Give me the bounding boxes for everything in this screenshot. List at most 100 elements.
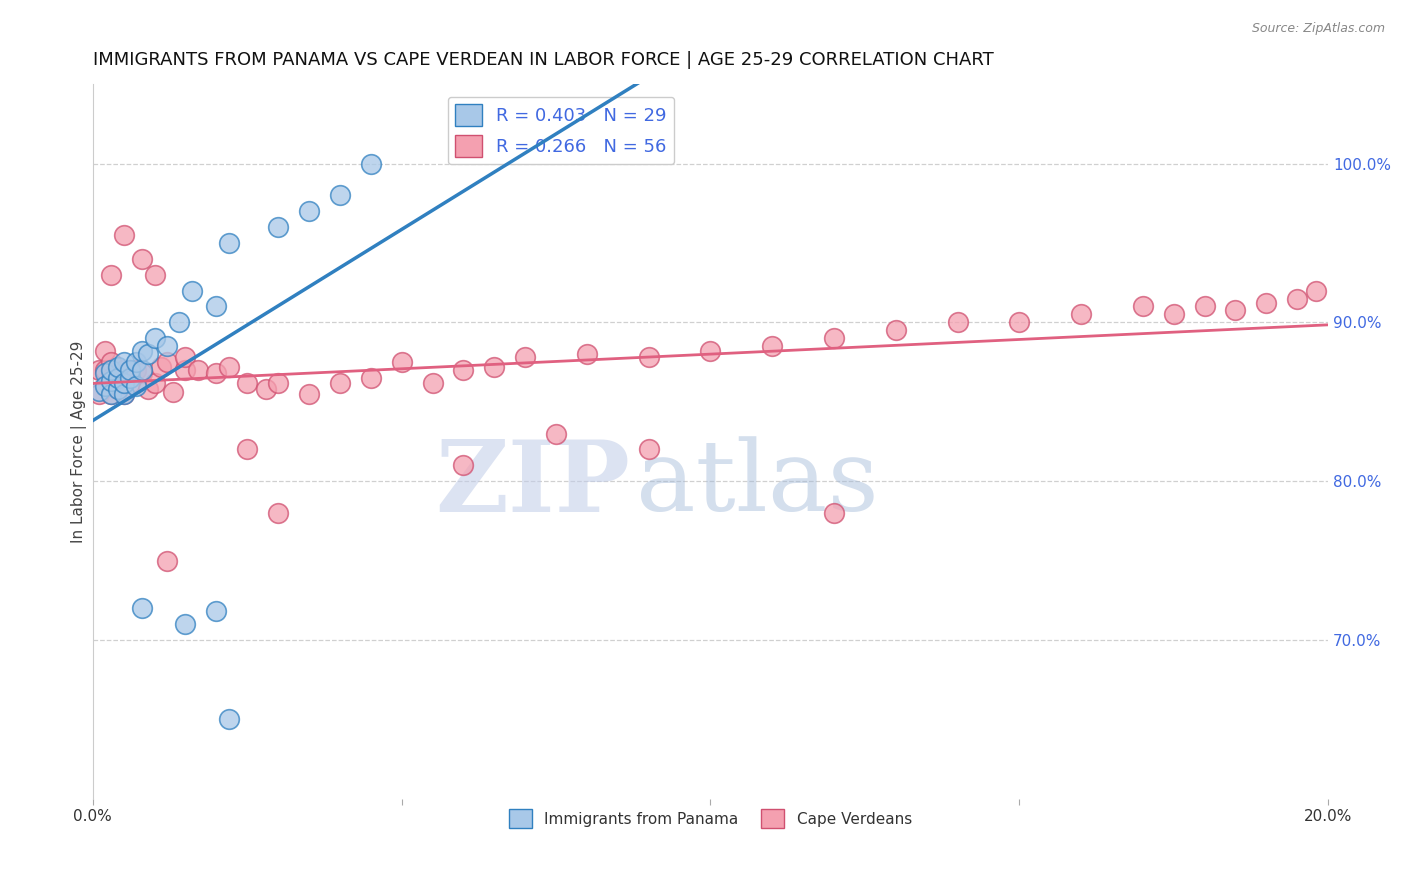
Point <box>131 601 153 615</box>
Point <box>453 363 475 377</box>
Point <box>453 458 475 473</box>
Point <box>360 371 382 385</box>
Point <box>205 300 228 314</box>
Text: IMMIGRANTS FROM PANAMA VS CAPE VERDEAN IN LABOR FORCE | AGE 25-29 CORRELATION CH: IMMIGRANTS FROM PANAMA VS CAPE VERDEAN I… <box>93 51 994 69</box>
Point <box>107 379 129 393</box>
Point <box>112 363 135 377</box>
Point <box>174 363 197 377</box>
Point <box>267 220 290 235</box>
Point <box>761 339 783 353</box>
Point <box>138 347 160 361</box>
Point <box>131 363 153 377</box>
Point <box>118 363 141 377</box>
Point <box>138 382 160 396</box>
Point <box>87 363 110 377</box>
Point <box>100 374 122 388</box>
Legend: Immigrants from Panama, Cape Verdeans: Immigrants from Panama, Cape Verdeans <box>503 803 918 834</box>
Point <box>267 506 290 520</box>
Point <box>1132 300 1154 314</box>
Point <box>1194 300 1216 314</box>
Point <box>87 387 110 401</box>
Point <box>131 366 153 380</box>
Point <box>112 387 135 401</box>
Point <box>218 359 240 374</box>
Point <box>544 426 567 441</box>
Point <box>100 387 122 401</box>
Point <box>112 227 135 242</box>
Point <box>118 376 141 390</box>
Point <box>143 268 166 282</box>
Point <box>100 268 122 282</box>
Text: atlas: atlas <box>637 436 879 533</box>
Point <box>391 355 413 369</box>
Point <box>94 366 117 380</box>
Point <box>94 363 117 377</box>
Point <box>1286 292 1309 306</box>
Point <box>125 363 148 377</box>
Point <box>162 385 184 400</box>
Point <box>205 604 228 618</box>
Point <box>360 156 382 170</box>
Point <box>298 387 321 401</box>
Point <box>298 204 321 219</box>
Text: ZIP: ZIP <box>436 436 630 533</box>
Point <box>575 347 598 361</box>
Point <box>94 343 117 358</box>
Point <box>1008 315 1031 329</box>
Point <box>637 351 659 365</box>
Point <box>156 553 179 567</box>
Point <box>823 506 845 520</box>
Point <box>149 359 172 374</box>
Point <box>218 713 240 727</box>
Point <box>112 387 135 401</box>
Point <box>112 376 135 390</box>
Point <box>100 363 122 377</box>
Point <box>254 382 277 396</box>
Point <box>169 315 191 329</box>
Point <box>143 331 166 345</box>
Point <box>699 343 721 358</box>
Point <box>1225 302 1247 317</box>
Point <box>107 371 129 385</box>
Point <box>125 379 148 393</box>
Point <box>156 339 179 353</box>
Point <box>422 376 444 390</box>
Point <box>112 355 135 369</box>
Point <box>87 384 110 398</box>
Point <box>100 387 122 401</box>
Point <box>329 188 352 202</box>
Point <box>1070 307 1092 321</box>
Point <box>118 371 141 385</box>
Point <box>823 331 845 345</box>
Point <box>187 363 209 377</box>
Point <box>100 371 122 385</box>
Point <box>125 355 148 369</box>
Point <box>1305 284 1327 298</box>
Point <box>118 363 141 377</box>
Point <box>515 351 537 365</box>
Point <box>107 359 129 374</box>
Point <box>484 359 506 374</box>
Point <box>180 284 202 298</box>
Point <box>1163 307 1185 321</box>
Point <box>143 376 166 390</box>
Point <box>884 323 907 337</box>
Point <box>107 382 129 396</box>
Point <box>637 442 659 457</box>
Point <box>174 617 197 632</box>
Point <box>131 343 153 358</box>
Text: Source: ZipAtlas.com: Source: ZipAtlas.com <box>1251 22 1385 36</box>
Point <box>236 442 259 457</box>
Point <box>218 235 240 250</box>
Point <box>156 355 179 369</box>
Point <box>131 252 153 266</box>
Point <box>329 376 352 390</box>
Point <box>205 366 228 380</box>
Point <box>174 351 197 365</box>
Point <box>100 355 122 369</box>
Point <box>94 379 117 393</box>
Point <box>236 376 259 390</box>
Point <box>267 376 290 390</box>
Point <box>946 315 969 329</box>
Point <box>107 382 129 396</box>
